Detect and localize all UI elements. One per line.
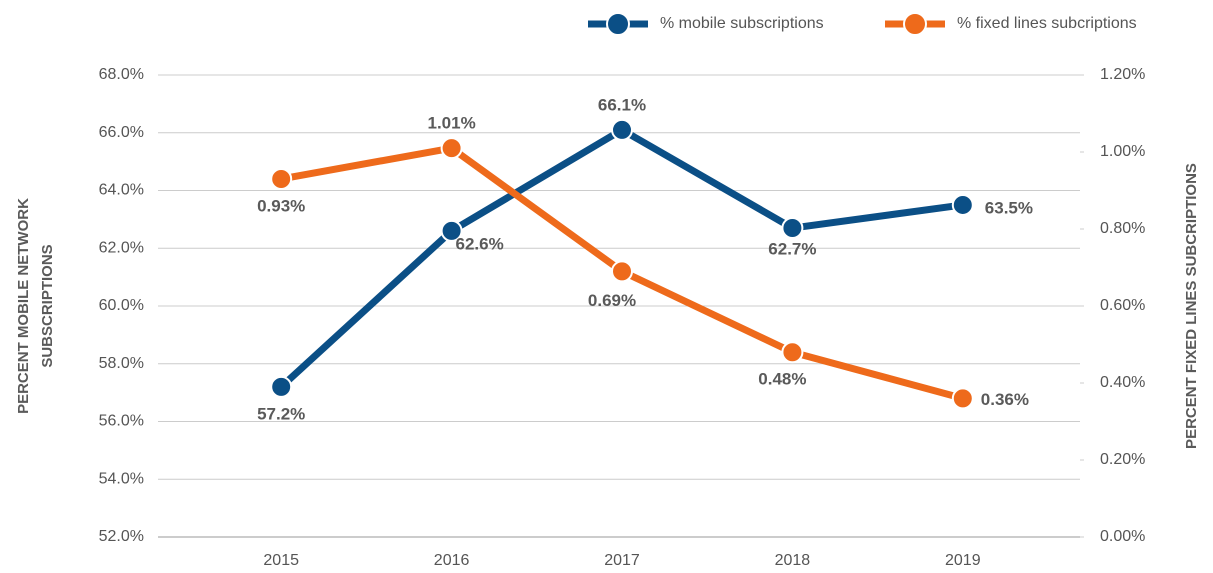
value-label: 57.2% — [257, 404, 305, 423]
y2-tick-label: 0.20% — [1100, 451, 1145, 468]
value-label: 0.36% — [981, 390, 1029, 409]
y2-tick-label: 1.00% — [1100, 143, 1145, 160]
x-tick-label: 2019 — [945, 552, 981, 569]
y2-tick-label: 0.00% — [1100, 528, 1145, 545]
point — [270, 167, 293, 190]
x-tick-label: 2016 — [434, 552, 470, 569]
value-label: 0.69% — [588, 291, 636, 310]
point — [440, 219, 463, 242]
series-line — [278, 126, 964, 390]
point — [611, 260, 633, 283]
value-label: 0.93% — [257, 196, 305, 215]
y-axis-title: SUBSCRIPTIONS — [39, 244, 56, 367]
value-label: 0.48% — [758, 370, 806, 389]
point — [611, 118, 633, 141]
value-label: 62.7% — [768, 240, 816, 259]
y-tick-label: 58.0% — [99, 355, 144, 372]
y2-tick-label: 0.40% — [1100, 374, 1145, 391]
value-label: 62.6% — [455, 234, 503, 253]
y2-tick-label: 0.80% — [1100, 220, 1145, 237]
point — [951, 387, 974, 410]
legend-marker — [606, 12, 630, 36]
y-tick-label: 68.0% — [99, 66, 144, 83]
point — [781, 341, 804, 364]
x-tick-label: 2018 — [775, 552, 811, 569]
x-tick-label: 2017 — [604, 552, 640, 569]
x-tick-label: 2015 — [263, 552, 299, 569]
point — [270, 375, 293, 398]
y-tick-label: 66.0% — [99, 124, 144, 141]
value-label: 1.01% — [427, 114, 475, 133]
y-tick-label: 52.0% — [99, 528, 144, 545]
point — [951, 193, 974, 216]
legend-marker — [903, 12, 927, 36]
y2-tick-label: 1.20% — [1100, 66, 1145, 83]
y-tick-label: 60.0% — [99, 297, 144, 314]
legend-label: % mobile subscriptions — [660, 15, 824, 32]
y-axis-title: PERCENT MOBILE NETWORK — [15, 198, 32, 414]
y2-axis-title: PERCENT FIXED LINES SUBCRIPTIONS — [1183, 163, 1200, 449]
y-tick-label: 62.0% — [99, 239, 144, 256]
point — [781, 217, 804, 240]
value-label: 63.5% — [985, 198, 1033, 217]
y-tick-label: 64.0% — [99, 182, 144, 199]
value-label: 66.1% — [598, 95, 646, 114]
y-tick-label: 54.0% — [99, 470, 144, 487]
y-tick-label: 56.0% — [99, 413, 144, 430]
legend-label: % fixed lines subcriptions — [957, 15, 1137, 32]
point — [440, 137, 463, 160]
y2-tick-label: 0.60% — [1100, 297, 1145, 314]
